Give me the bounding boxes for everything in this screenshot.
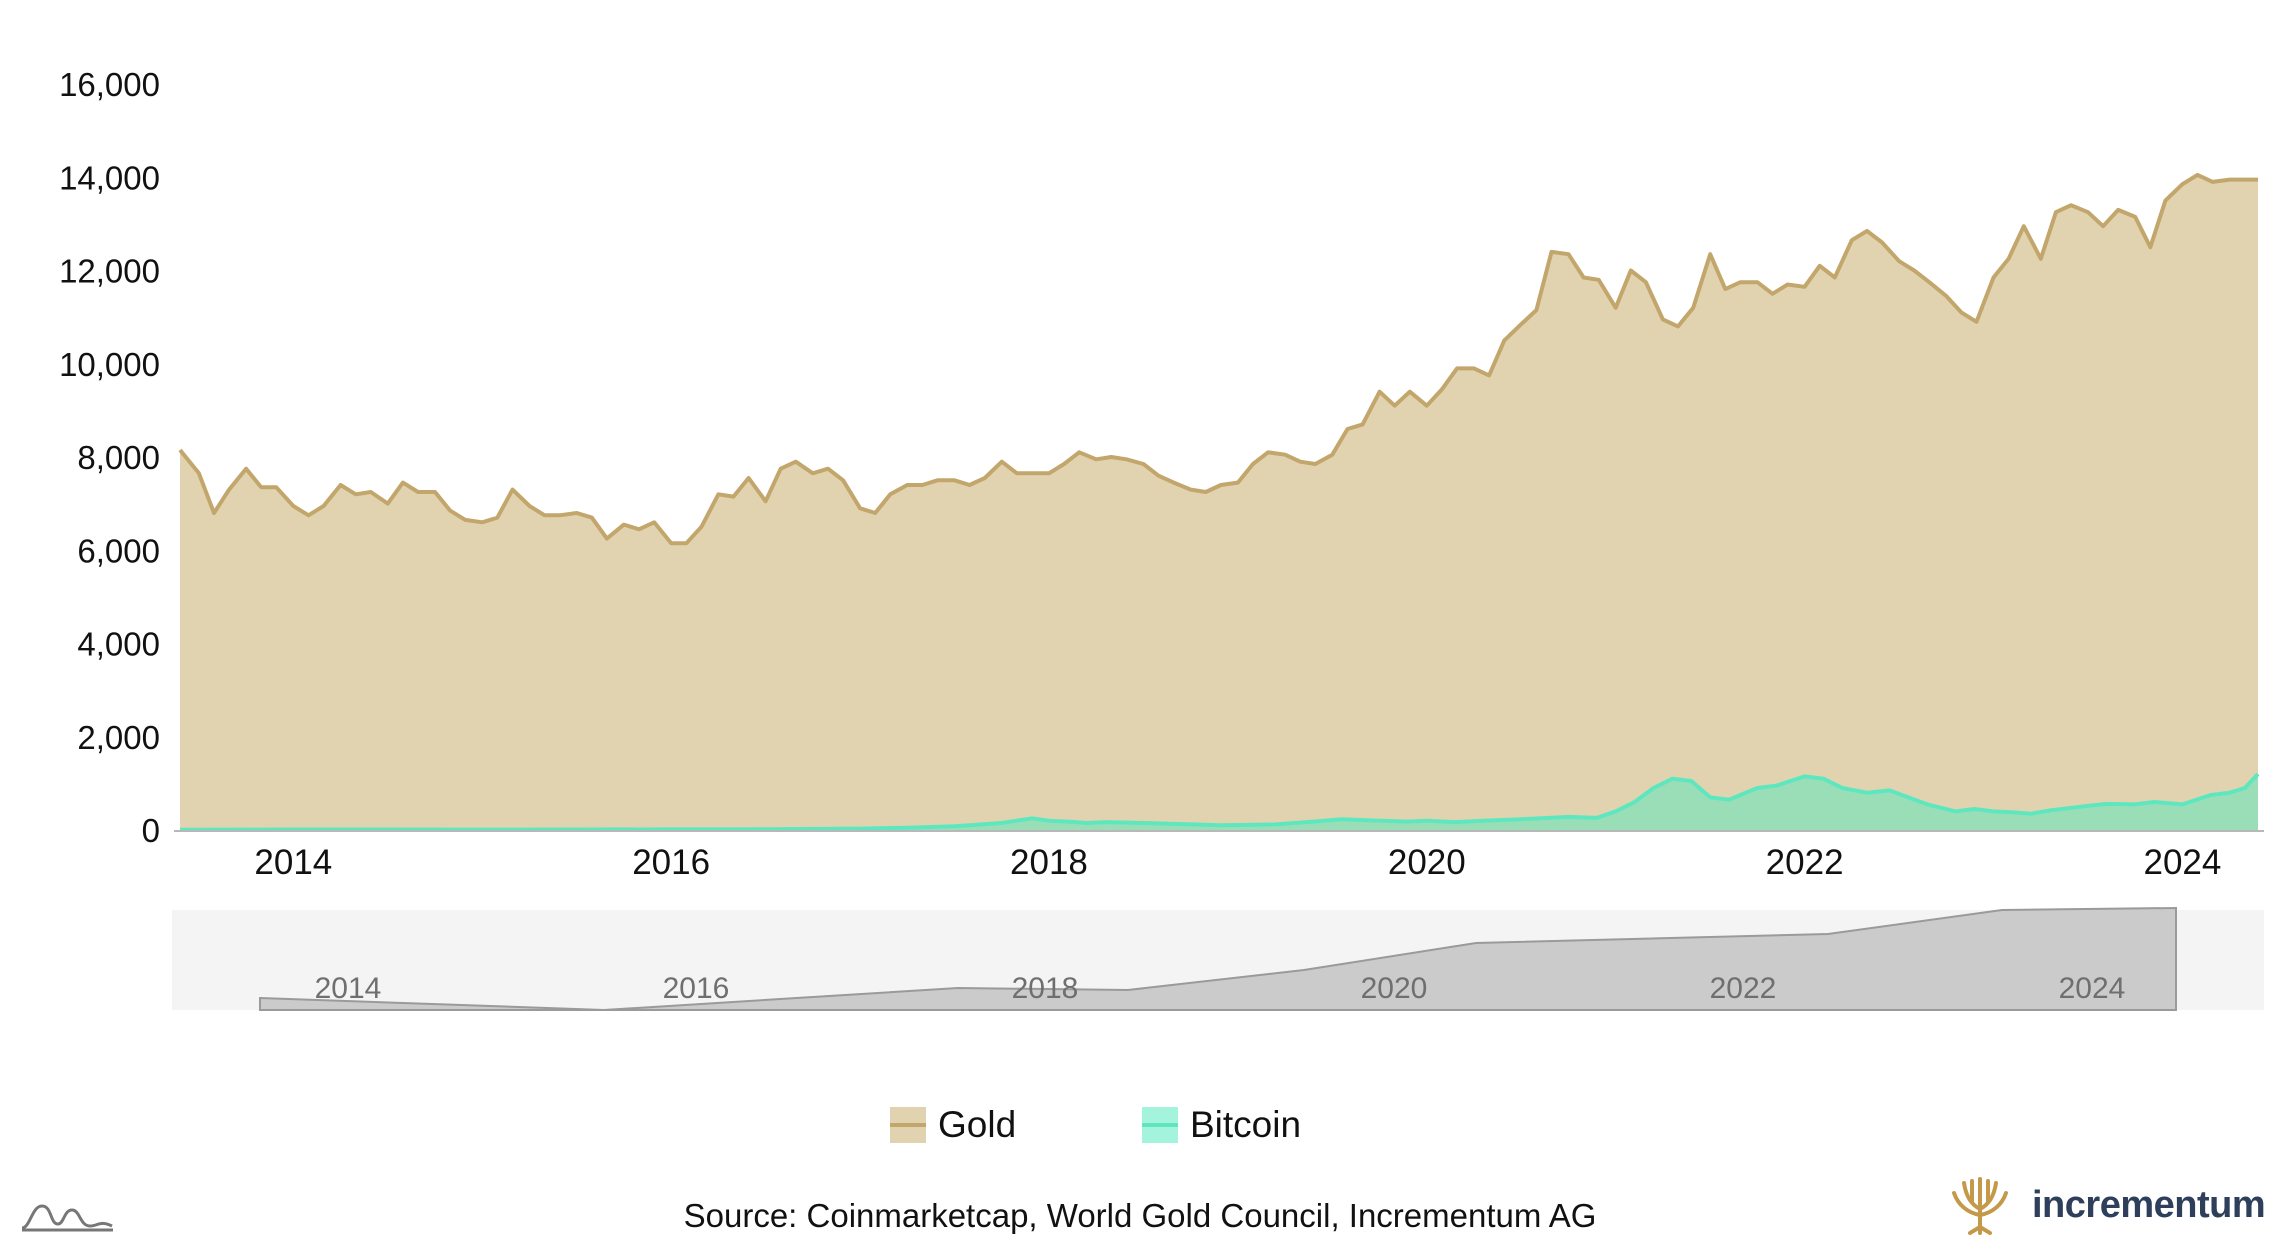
- legend-label-bitcoin: Bitcoin: [1190, 1104, 1302, 1145]
- y-tick-label: 16,000: [59, 66, 160, 103]
- x-tick-label: 2020: [1388, 843, 1466, 882]
- navigator-label: 2022: [1710, 972, 1777, 1005]
- y-tick-label: 2,000: [77, 719, 160, 756]
- chart-logo-icon: [21, 1204, 113, 1232]
- source-note: Source: Coinmarketcap, World Gold Counci…: [683, 1197, 1597, 1234]
- y-tick-label: 6,000: [77, 532, 160, 569]
- x-tick-label: 2022: [1766, 843, 1844, 882]
- series-line-gold[interactable]: [178, 172, 2258, 546]
- x-tick-label: 2014: [254, 843, 332, 882]
- navigator-label: 2016: [663, 972, 730, 1005]
- navigator-label: 2018: [1012, 972, 1079, 1005]
- gold-swatch-icon: [890, 1107, 926, 1143]
- y-tick-label: 10,000: [59, 346, 160, 383]
- y-tick-label: 4,000: [77, 626, 160, 663]
- y-axis: 0 2,000 4,000 6,000 8,000 10,000 12,000 14,000 1…: [59, 66, 160, 849]
- navigator-area: [259, 906, 2177, 1012]
- navigator-label: 2014: [315, 972, 382, 1005]
- navigator-label: 2020: [1361, 972, 1428, 1005]
- navigator-label: 2024: [2059, 972, 2126, 1005]
- x-tick-label: 2018: [1010, 843, 1088, 882]
- legend: Gold Bitcoin: [0, 1100, 2280, 1150]
- plot-area: [174, 172, 2264, 832]
- x-tick-label: 2024: [2143, 843, 2221, 882]
- x-axis: 2014 2016 2018 2020 2022 2024: [254, 843, 2221, 882]
- y-tick-label: 12,000: [59, 253, 160, 290]
- brand-name: incrementum: [2032, 1183, 2266, 1226]
- x-tick-label: 2016: [632, 843, 710, 882]
- bitcoin-swatch-icon: [1142, 1107, 1178, 1143]
- y-tick-label: 14,000: [59, 159, 160, 196]
- legend-label-gold: Gold: [938, 1104, 1017, 1145]
- range-navigator[interactable]: 2014 2016 2018 2020 2022 2024: [172, 906, 2264, 1012]
- series-line-bitcoin[interactable]: [179, 772, 2260, 832]
- series-area-bitcoin: [180, 774, 2258, 830]
- tree-logo-icon: [1952, 1177, 2008, 1235]
- legend-item-gold[interactable]: Gold: [890, 1100, 1016, 1150]
- y-tick-label: 8,000: [77, 439, 160, 476]
- series-area-gold: [180, 174, 2258, 830]
- y-tick-label: 0: [142, 812, 160, 849]
- legend-item-bitcoin[interactable]: Bitcoin: [1142, 1100, 1301, 1150]
- brand[interactable]: incrementum: [1950, 1175, 2266, 1235]
